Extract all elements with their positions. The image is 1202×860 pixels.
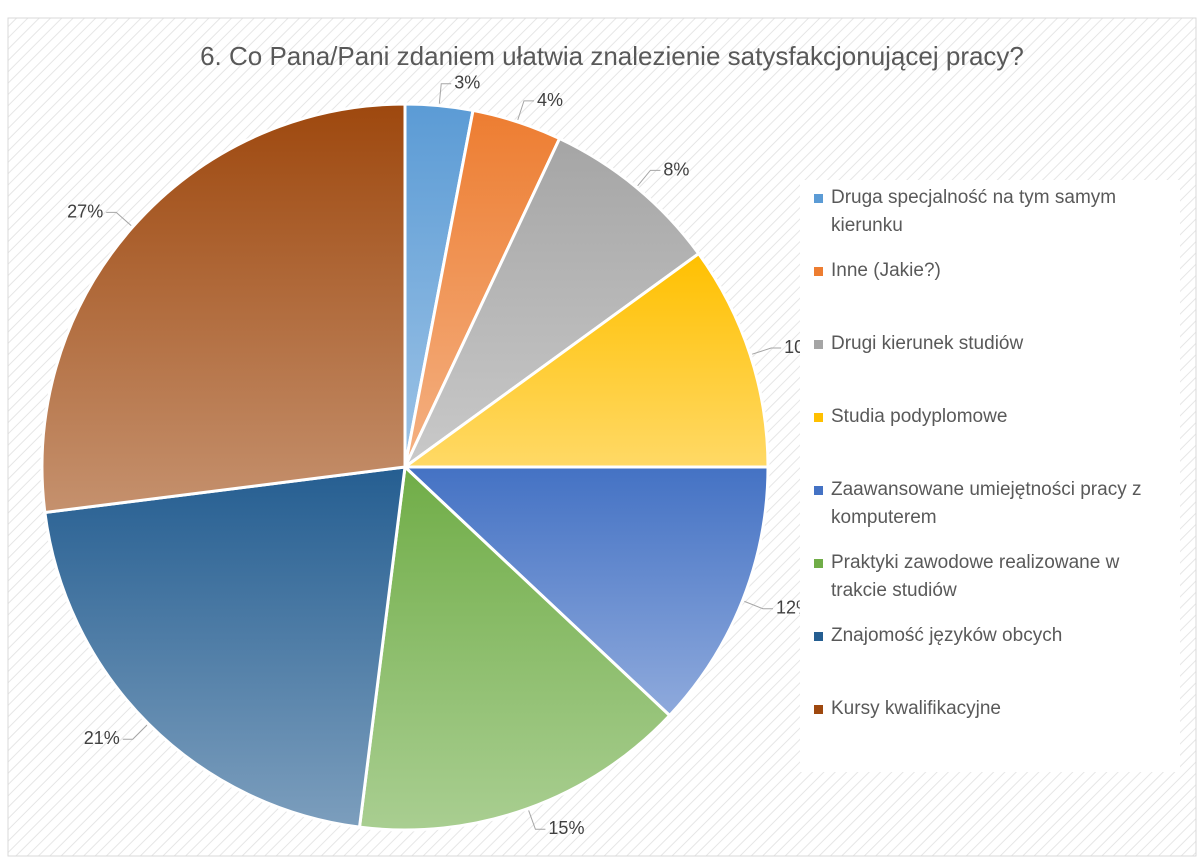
data-label-value: 8: [663, 159, 673, 179]
pie-slice: [43, 465, 407, 829]
legend-item: Zaawansowane umiejętności pracy z komput…: [800, 476, 1180, 549]
legend-label: Zaawansowane umiejętności pracy z komput…: [831, 479, 1142, 528]
leader-line: [517, 100, 534, 121]
legend-swatch: [814, 486, 823, 495]
pie-slice: [400, 251, 770, 469]
legend-item: Kursy kwalifikacyjne: [800, 695, 1180, 768]
legend-label: Inne (Jakie?): [831, 260, 941, 281]
legend-label: Druga specjalność na tym samym kierunku: [831, 187, 1117, 236]
legend-swatch: [814, 705, 823, 714]
legend-swatch: [814, 194, 823, 203]
legend-swatch: [814, 413, 823, 422]
data-label-value: 3: [454, 72, 464, 92]
data-label-unit: %: [87, 201, 103, 221]
legend-item: Inne (Jakie?): [800, 257, 1180, 330]
leader-line: [528, 810, 546, 830]
legend-item: Studia podyplomowe: [800, 403, 1180, 476]
data-label-unit: %: [568, 818, 584, 838]
leader-line: [438, 83, 452, 104]
data-label: 27%: [67, 201, 103, 221]
chart-title: 6. Co Pana/Pani zdaniem ułatwia znalezie…: [200, 41, 1024, 71]
data-label: 21%: [84, 728, 120, 748]
data-label-value: 21: [84, 728, 104, 748]
data-label: 4%: [537, 90, 563, 110]
data-label-unit: %: [104, 728, 120, 748]
legend-item: Znajomość języków obcych: [800, 622, 1180, 695]
leader-line: [106, 211, 132, 226]
legend-label: Studia podyplomowe: [831, 406, 1008, 427]
data-label-unit: %: [547, 90, 563, 110]
leader-line: [744, 600, 773, 610]
data-label-value: 10: [784, 337, 804, 357]
legend-label: Znajomość języków obcych: [831, 625, 1063, 646]
data-label-unit: %: [673, 159, 689, 179]
data-label-value: 15: [548, 818, 568, 838]
data-label-value: 12: [776, 597, 796, 617]
pie-slice: [40, 102, 407, 515]
data-label: 3%: [454, 72, 480, 92]
pie-slice: [403, 136, 701, 469]
legend-label: Drugi kierunek studiów: [831, 333, 1024, 354]
legend-label: Praktyki zawodowe realizowane w trakcie …: [831, 552, 1120, 601]
legend-item: Drugi kierunek studiów: [800, 330, 1180, 403]
legend: Druga specjalność na tym samym kierunku I…: [800, 180, 1180, 772]
leader-line: [751, 347, 782, 355]
leader-line: [122, 724, 148, 740]
data-label-value: 27: [67, 201, 87, 221]
legend-item: Druga specjalność na tym samym kierunku: [800, 184, 1180, 257]
legend-swatch: [814, 267, 823, 276]
legend-swatch: [814, 559, 823, 568]
leader-line: [637, 169, 661, 187]
legend-item: Praktyki zawodowe realizowane w trakcie …: [800, 549, 1180, 622]
legend-swatch: [814, 632, 823, 641]
data-label: 15%: [548, 818, 584, 838]
legend-label: Kursy kwalifikacyjne: [831, 698, 1001, 719]
pie-slice: [357, 463, 672, 832]
pie-slice: [401, 465, 770, 718]
data-label-unit: %: [464, 72, 480, 92]
data-label-value: 4: [537, 90, 547, 110]
legend-swatch: [814, 340, 823, 349]
data-label: 8%: [663, 159, 689, 179]
